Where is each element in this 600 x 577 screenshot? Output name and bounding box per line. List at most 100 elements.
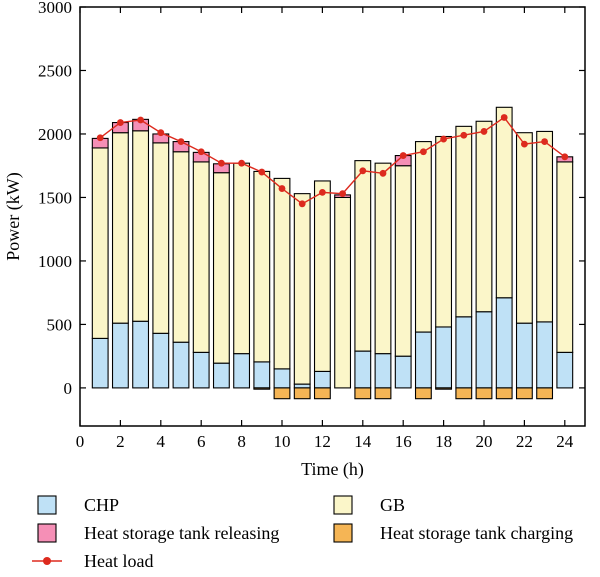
x-tick-label: 8 — [237, 432, 246, 451]
heat-load-point — [500, 114, 508, 121]
y-tick-label: 500 — [47, 315, 73, 334]
charging-bar — [455, 387, 473, 400]
gb-bar — [132, 130, 150, 322]
gb-bar — [293, 193, 311, 385]
y-tick-label: 0 — [64, 379, 73, 398]
heat-load-line — [99, 116, 566, 205]
chp-bar — [455, 316, 473, 389]
charging-bar — [495, 387, 513, 400]
legend-label: Heat load — [84, 551, 153, 571]
x-tick-label: 2 — [116, 432, 125, 451]
heat-load-point — [399, 152, 407, 159]
heat-load-point — [420, 148, 427, 156]
gb-bar — [435, 135, 453, 328]
bar-layer — [91, 106, 574, 400]
y-tick-label: 2500 — [38, 61, 72, 80]
heat-load-point — [278, 185, 286, 192]
legend: CHP GB Heat storage tank releasing Heat sto… — [32, 495, 573, 571]
y-axis: 0 500 1000 1500 2000 2500 3000 — [38, 0, 585, 398]
heat-load-point — [117, 119, 124, 126]
x-tick-label: 18 — [435, 432, 452, 451]
heat-load-point — [258, 168, 266, 176]
heat-load-point — [541, 138, 548, 145]
gb-bar — [334, 196, 352, 389]
charging-bar — [293, 387, 311, 400]
x-tick-label: 6 — [197, 432, 206, 451]
heat-load-point — [480, 128, 488, 135]
chp-bar — [374, 353, 392, 389]
heat-load-point — [137, 116, 145, 124]
gb-bar — [172, 151, 190, 343]
gb-bar — [354, 160, 372, 352]
gb-bar — [233, 162, 251, 355]
gb-bar — [212, 172, 230, 364]
x-tick-label: 0 — [76, 432, 85, 451]
charging-bar — [354, 387, 372, 400]
x-tick-label: 20 — [476, 432, 493, 451]
chp-bar — [313, 370, 331, 389]
charging-bar — [515, 387, 533, 400]
chp-bar — [475, 311, 493, 389]
x-axis: 0 2 4 6 8 10 12 14 16 18 20 22 24 — [76, 7, 574, 451]
legend-swatch — [333, 523, 353, 543]
gb-bar — [556, 161, 574, 353]
gb-bar — [253, 170, 271, 363]
gb-bar — [152, 142, 170, 334]
gb-bar — [192, 161, 210, 353]
x-tick-label: 22 — [516, 432, 533, 451]
heat-load-point — [238, 159, 246, 167]
heat-load-point — [359, 167, 367, 175]
heat-load-point — [157, 129, 165, 137]
chp-bar — [111, 322, 129, 389]
legend-marker — [43, 557, 51, 565]
heat-load-point — [319, 188, 326, 196]
chp-bar — [91, 337, 109, 389]
heat-load-point — [561, 153, 569, 161]
legend-label: Heat storage tank charging — [380, 523, 573, 543]
heat-load-point — [460, 131, 468, 139]
chp-bar — [192, 351, 210, 389]
x-tick-label: 16 — [395, 432, 412, 451]
charging-bar — [313, 387, 331, 400]
x-tick-label: 24 — [556, 432, 574, 451]
chp-bar — [536, 321, 554, 389]
gb-bar — [495, 106, 513, 299]
gb-bar — [515, 132, 533, 324]
chp-bar — [132, 320, 150, 389]
chp-bar — [556, 351, 574, 389]
gb-bar — [475, 120, 493, 313]
x-tick-label: 14 — [354, 432, 372, 451]
heat-load-point — [379, 169, 387, 177]
charging-bar — [374, 387, 392, 400]
heat-load-point — [521, 140, 528, 148]
chp-bar — [152, 332, 170, 389]
chp-bar — [233, 353, 251, 389]
gb-bar — [313, 180, 331, 372]
heat-load-line-layer — [96, 114, 569, 208]
x-axis-title: Time (h) — [301, 459, 364, 480]
charging-bar — [414, 387, 432, 400]
heat-load-point — [218, 159, 225, 167]
charging-bar — [273, 387, 291, 400]
legend-label: Heat storage tank releasing — [84, 523, 279, 543]
gb-bar — [536, 130, 554, 323]
chp-bar — [273, 368, 291, 389]
legend-swatch — [37, 523, 57, 543]
heat-load-point — [339, 190, 346, 198]
charging-bar — [536, 387, 554, 400]
heat-load-point — [177, 138, 185, 145]
chp-bar — [495, 297, 513, 389]
heat-load-point — [298, 200, 306, 208]
heat-load-point — [197, 148, 205, 156]
charging-bar — [475, 387, 493, 400]
charging-bar — [435, 387, 453, 390]
gb-bar — [273, 177, 291, 370]
gb-bar — [414, 141, 432, 333]
gb-bar — [111, 132, 129, 324]
x-tick-label: 4 — [157, 432, 166, 451]
legend-swatch — [37, 495, 57, 515]
chp-bar — [253, 361, 271, 389]
legend-swatch — [333, 495, 353, 515]
gb-bar — [455, 125, 473, 318]
